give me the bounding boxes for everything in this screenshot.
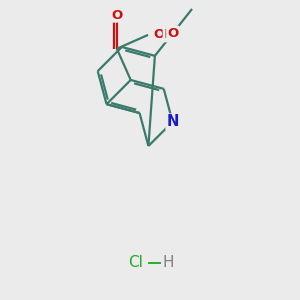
- Text: O: O: [167, 27, 178, 40]
- Text: H: H: [164, 28, 173, 41]
- Text: Cl: Cl: [128, 255, 143, 270]
- Text: N: N: [167, 114, 179, 129]
- Text: O: O: [111, 9, 122, 22]
- Text: O: O: [153, 28, 165, 41]
- Text: H: H: [162, 255, 174, 270]
